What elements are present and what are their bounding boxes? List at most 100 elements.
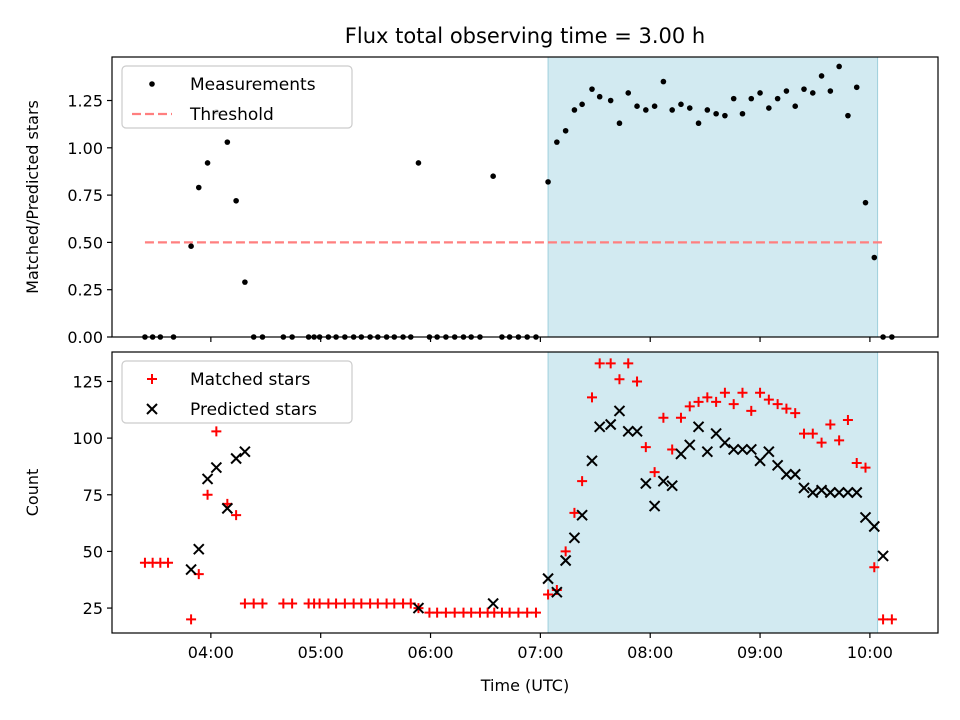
data-point	[736, 443, 749, 456]
data-point	[658, 412, 669, 423]
data-point	[675, 448, 687, 460]
data-point	[163, 557, 174, 568]
chart-title: Flux total observing time = 3.00 h	[345, 24, 705, 48]
data-point	[589, 86, 595, 92]
data-point	[827, 88, 834, 94]
data-point	[634, 103, 640, 109]
data-point	[224, 139, 231, 145]
data-point	[513, 607, 524, 618]
data-point	[449, 607, 460, 618]
data-point	[389, 598, 400, 609]
data-point	[432, 607, 443, 618]
data-point	[551, 586, 563, 598]
data-point	[790, 408, 801, 419]
data-point	[233, 197, 239, 204]
data-point	[675, 412, 686, 423]
data-point	[815, 484, 828, 496]
data-point	[559, 554, 572, 567]
y-tick-label: 25	[83, 599, 103, 618]
data-point	[440, 607, 451, 618]
data-point	[730, 95, 737, 102]
data-point	[711, 396, 722, 407]
x-axis-label: Time (UTC)	[480, 676, 569, 695]
data-point	[596, 93, 603, 100]
data-point	[737, 387, 748, 398]
data-point	[771, 459, 784, 472]
data-point	[607, 97, 614, 104]
y-tick-label: 1.00	[67, 139, 103, 158]
data-point	[185, 563, 197, 576]
data-point	[781, 403, 792, 414]
data-point	[818, 73, 825, 79]
data-point	[568, 532, 581, 544]
data-point	[842, 414, 853, 425]
data-point	[623, 358, 634, 369]
data-point	[702, 392, 713, 403]
data-point	[748, 95, 755, 102]
data-point	[845, 112, 851, 119]
data-point	[862, 199, 869, 206]
data-point	[678, 101, 684, 108]
y-tick-label: 1.25	[67, 92, 103, 111]
y-tick-label: 75	[83, 486, 103, 505]
data-point	[869, 562, 880, 573]
data-point	[415, 160, 422, 166]
data-point	[278, 598, 289, 609]
data-point	[560, 546, 571, 557]
data-point	[757, 90, 763, 96]
data-point	[660, 78, 667, 85]
data-point	[649, 467, 660, 478]
x-tick-label: 10:00	[847, 643, 893, 662]
data-point	[684, 401, 695, 412]
y-tick-label: 0.75	[67, 186, 103, 205]
data-point	[809, 90, 816, 96]
data-point	[774, 95, 781, 102]
data-point	[851, 458, 862, 469]
y-tick-label: 50	[83, 542, 103, 561]
data-point	[657, 475, 670, 487]
data-point	[604, 418, 617, 431]
data-point	[766, 105, 772, 111]
data-point	[372, 598, 383, 609]
data-point	[851, 486, 863, 499]
data-point	[554, 139, 560, 145]
data-point	[886, 614, 897, 625]
data-point	[763, 446, 775, 458]
legend-label: Threshold	[189, 105, 274, 125]
data-point	[824, 486, 837, 499]
observing-window-shade	[547, 351, 879, 634]
x-tick-label: 08:00	[627, 643, 673, 662]
data-point	[504, 607, 515, 618]
data-point	[693, 396, 704, 407]
data-point	[798, 482, 810, 494]
data-point	[684, 439, 696, 451]
y-tick-label: 100	[72, 429, 103, 448]
data-point	[651, 103, 658, 109]
data-point	[722, 112, 728, 119]
data-point	[648, 500, 661, 512]
x-tick-label: 09:00	[737, 643, 783, 662]
data-point	[669, 107, 675, 113]
data-point	[221, 502, 234, 515]
data-point	[754, 455, 766, 467]
data-point	[210, 461, 223, 474]
data-point	[692, 421, 705, 433]
data-point	[522, 607, 533, 618]
data-point	[577, 476, 588, 487]
data-point	[545, 179, 551, 185]
data-point	[331, 598, 342, 609]
observing-window-shade	[547, 56, 879, 338]
data-point	[643, 107, 649, 113]
data-point	[746, 405, 757, 416]
legend-marker	[146, 403, 158, 415]
y-axis-label: Matched/Predicted stars	[23, 100, 42, 294]
data-point	[211, 426, 222, 437]
data-point	[878, 614, 889, 625]
legend-box	[121, 65, 353, 129]
data-point	[739, 110, 746, 117]
data-point	[695, 120, 702, 127]
data-point	[783, 88, 790, 94]
data-point	[755, 387, 766, 398]
data-point	[780, 468, 793, 481]
